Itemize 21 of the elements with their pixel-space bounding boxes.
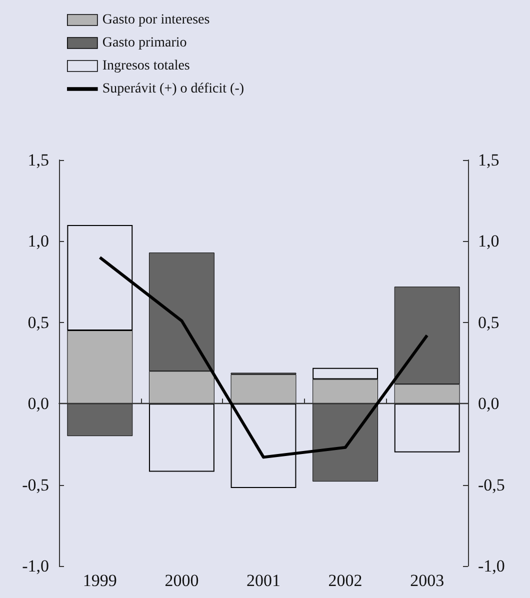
y2-tick-label: -0,5 <box>478 475 505 494</box>
y-tick-label: 1,0 <box>28 232 49 251</box>
x-tick-label: 1999 <box>82 571 117 590</box>
legend-label: Gasto primario <box>102 36 187 50</box>
x-tick-label: 2003 <box>410 571 444 590</box>
legend-label: Ingresos totales <box>102 58 190 74</box>
y2-tick-label: -1,0 <box>478 556 505 576</box>
legend-label: Gasto por intereses <box>102 12 210 28</box>
y-tick-label: 0,5 <box>28 312 49 332</box>
y-tick-label: -0,5 <box>22 475 49 494</box>
legend-label: Superávit (+) o déficit (-) <box>102 82 244 96</box>
y2-tick-label: 1,0 <box>478 232 500 251</box>
y2-tick-label: 0,5 <box>478 312 500 332</box>
y2-tick-label: 1,5 <box>478 150 500 170</box>
y-tick-label: 0,0 <box>28 394 49 414</box>
x-tick-label: 2002 <box>328 571 362 590</box>
y2-tick-label: 0,0 <box>478 394 500 414</box>
y-tick-label: -1,0 <box>22 556 49 576</box>
y-tick-label: 1,5 <box>28 150 49 170</box>
x-tick-label: 2001 <box>246 571 280 590</box>
x-tick-label: 2000 <box>164 571 199 590</box>
